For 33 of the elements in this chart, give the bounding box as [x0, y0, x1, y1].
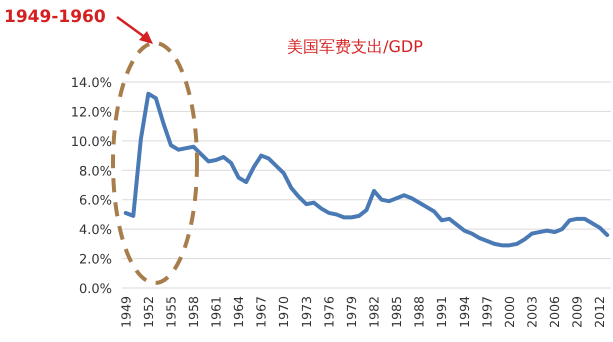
y-tick-label: 0.0%: [78, 282, 112, 297]
y-tick-label: 10.0%: [70, 134, 112, 150]
x-tick-label: 1991: [434, 296, 450, 328]
x-tick-label: 2003: [524, 296, 540, 328]
x-tick-label: 2012: [592, 296, 608, 328]
x-tick-label: 1952: [140, 296, 156, 328]
x-tick-label: 1964: [231, 296, 246, 328]
x-tick-label: 1979: [344, 296, 359, 328]
x-tick-label: 1997: [479, 296, 494, 328]
x-tick-label: 2000: [502, 296, 517, 328]
x-tick-label: 1967: [254, 296, 269, 328]
text: 1949-1960: [4, 7, 106, 27]
chart-title: 美国军费支出/GDP: [287, 37, 424, 56]
y-tick-label: 8.0%: [78, 164, 112, 180]
x-tick-label: 1985: [389, 296, 404, 328]
x-tick-label: 1970: [276, 296, 292, 328]
x-tick-label: 1976: [321, 296, 336, 328]
x-tick-label: 1955: [163, 296, 178, 328]
x-tick-label: 2006: [547, 296, 562, 328]
y-tick-label: 12.0%: [70, 105, 112, 120]
y-tick-label: 2.0%: [78, 252, 112, 268]
x-tick-label: 1994: [456, 296, 472, 328]
y-tick-label: 6.0%: [78, 194, 112, 209]
y-tick-label: 14.0%: [70, 76, 112, 91]
x-tick-label: 1988: [412, 296, 427, 328]
x-tick-label: 2009: [570, 296, 585, 328]
line-series: [124, 92, 610, 248]
x-tick-label: 1949: [118, 296, 134, 328]
x-tick-label: 1958: [186, 296, 201, 328]
x-tick-label: 1973: [298, 296, 314, 328]
x-tick-label: 1961: [208, 296, 224, 328]
x-tick-label: 1982: [366, 296, 382, 328]
y-tick-label: 4.0%: [78, 223, 112, 238]
